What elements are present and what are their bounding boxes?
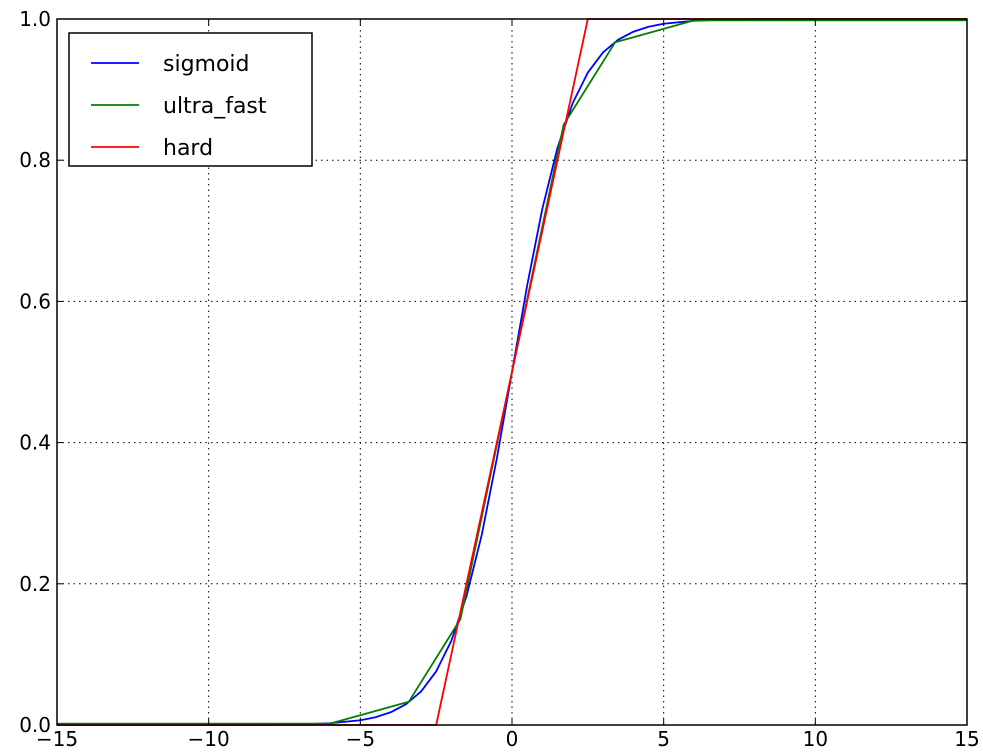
- x-tick-label: 10: [803, 727, 828, 751]
- x-tick-label: −5: [346, 727, 375, 751]
- y-tick-label: 0.0: [19, 713, 51, 737]
- legend-label: sigmoid: [163, 52, 250, 77]
- y-tick-label: 0.6: [19, 289, 51, 313]
- x-tick-label: −10: [188, 727, 230, 751]
- y-tick-label: 1.0: [19, 7, 51, 31]
- legend-label: hard: [163, 136, 213, 161]
- legend-label: ultra_fast: [163, 94, 267, 119]
- x-tick-label: −15: [36, 727, 78, 751]
- x-tick-label: 0: [506, 727, 519, 751]
- y-tick-label: 0.4: [19, 431, 51, 455]
- x-tick-label: 15: [954, 727, 979, 751]
- tick-layer: −15 −10 −5 0 5 10 15 0.0 0.2 0.4 0.6 0.8 1.0: [19, 7, 980, 751]
- y-tick-label: 0.2: [19, 572, 51, 596]
- x-tick-label: 5: [657, 727, 670, 751]
- y-tick-label: 0.8: [19, 148, 51, 172]
- legend-box: [68, 32, 313, 167]
